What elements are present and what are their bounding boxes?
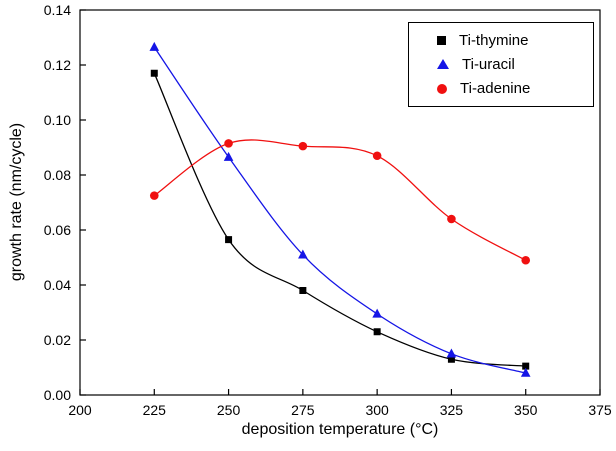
series-markers-ti-adenine (149, 139, 531, 265)
series-line-ti-adenine (153, 139, 527, 261)
x-tick-label: 350 (514, 402, 538, 418)
plot-border (79, 9, 601, 396)
data-point-circle (149, 191, 159, 200)
x-tick-label: 275 (291, 402, 315, 418)
y-tick-label: 0.02 (44, 332, 71, 348)
triangle-marker-icon (437, 59, 449, 70)
legend: Ti-thymine Ti-uracil Ti-adenine (408, 22, 594, 107)
data-point-circle (447, 214, 456, 224)
data-point-circle (298, 141, 308, 151)
data-point-triangle (223, 151, 234, 161)
data-point-square (447, 355, 455, 363)
data-point-square (299, 287, 307, 294)
data-point-triangle (372, 308, 382, 318)
data-point-square (522, 362, 530, 370)
series-line-ti-thymine (153, 73, 526, 367)
data-point-circle (521, 255, 531, 265)
legend-label: Ti-thymine (459, 31, 529, 49)
legend-label: Ti-uracil (462, 55, 515, 73)
x-tick-label: 375 (588, 402, 612, 418)
x-axis-label: deposition temperature (°C) (241, 421, 439, 438)
x-tick-label: 250 (217, 402, 241, 418)
legend-entry-ti-thymine: Ti-thymine (437, 33, 593, 48)
data-point-circle (224, 139, 233, 148)
square-marker-icon (437, 35, 446, 45)
legend-entry-ti-adenine: Ti-adenine (437, 81, 593, 96)
y-tick-label: 0.08 (44, 167, 71, 183)
x-tick-label: 225 (143, 402, 167, 418)
legend-entry-ti-uracil: Ti-uracil (437, 57, 593, 72)
y-tick-label: 0.06 (44, 222, 71, 238)
data-point-triangle (298, 249, 308, 259)
data-point-square (225, 236, 233, 244)
series-markers-ti-uracil (149, 41, 531, 377)
y-tick-label: 0.04 (44, 277, 71, 293)
legend-label: Ti-adenine (460, 80, 531, 98)
y-tick-label: 0.00 (44, 387, 71, 403)
series-markers-ti-thymine (150, 69, 530, 370)
data-point-triangle (446, 348, 457, 358)
data-point-square (373, 328, 381, 336)
x-axis: 200 225 250 275 300 325 350 375 (68, 389, 612, 418)
x-tick-label: 300 (365, 402, 389, 418)
data-point-square (150, 69, 158, 77)
circle-marker-icon (437, 83, 447, 94)
y-tick-label: 0.10 (44, 112, 71, 128)
y-axis: 0.00 0.02 0.04 0.06 0.08 0.10 0.12 0.14 (44, 2, 86, 403)
data-point-triangle (149, 41, 160, 51)
y-tick-label: 0.14 (44, 2, 71, 18)
data-point-triangle (520, 367, 531, 377)
data-point-circle (372, 151, 382, 161)
x-tick-label: 325 (440, 402, 464, 418)
y-axis-label: growth rate (nm/cycle) (8, 122, 25, 282)
y-tick-label: 0.12 (44, 57, 71, 73)
x-tick-label: 200 (68, 402, 92, 418)
